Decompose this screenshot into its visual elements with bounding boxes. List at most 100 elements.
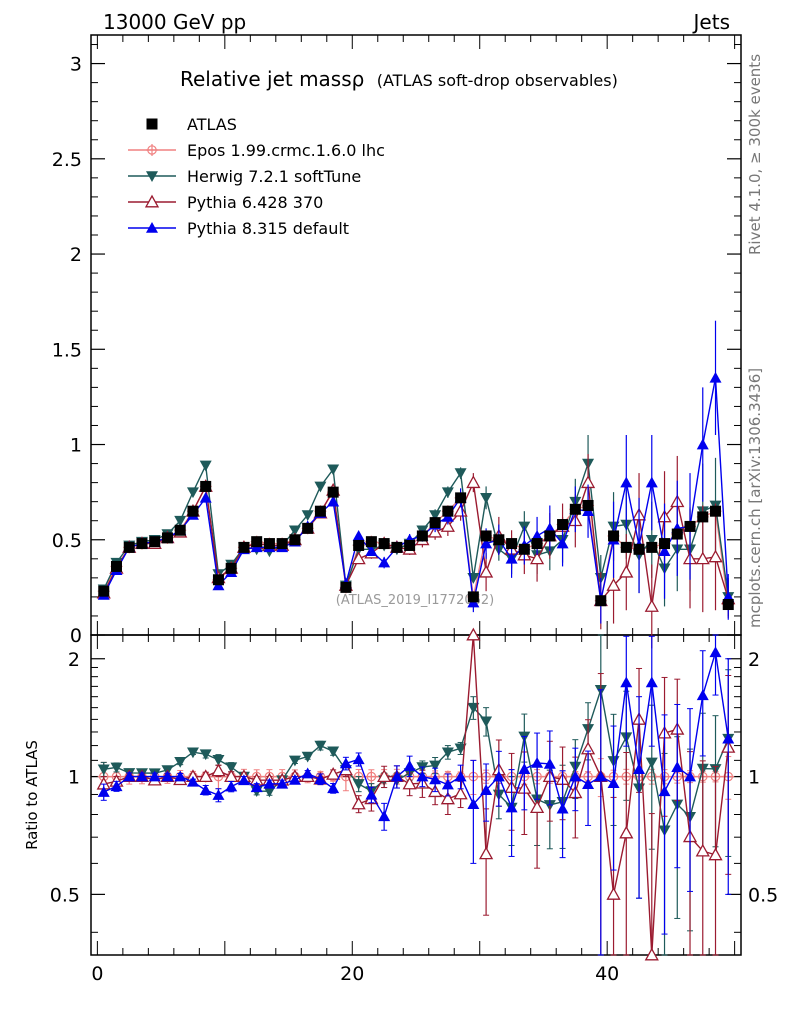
atlas-point [302, 522, 314, 534]
py8-ratio-point [339, 757, 352, 769]
py6-point [440, 519, 455, 532]
py6-ratio-point [211, 763, 226, 777]
main-ytick-label: 0 [70, 625, 82, 647]
atlas-point [633, 543, 645, 555]
py8-line [103, 377, 729, 603]
atlas-point [722, 599, 734, 611]
py8-ratio-point [110, 780, 123, 792]
herwig-ratio-point [429, 760, 442, 772]
atlas-point [531, 538, 543, 550]
py8-ratio-point [416, 770, 429, 782]
atlas-point [480, 530, 492, 542]
py6-ratio-point [695, 843, 710, 857]
atlas-point [136, 538, 148, 550]
atlas-point [429, 517, 441, 529]
atlas-point [569, 503, 581, 515]
atlas-point [493, 534, 505, 546]
herwig-ratio-point [288, 755, 301, 767]
py8-point [556, 537, 569, 549]
py8-point [352, 529, 365, 541]
legend-label-epos: Epos 1.99.crmc.1.6.0 lhc [187, 141, 385, 160]
herwig-ratio-point [441, 747, 454, 759]
py8-ratio-point [671, 761, 684, 773]
series-layer [96, 320, 736, 961]
py8-ratio-point [582, 778, 595, 790]
ratio-ytick-label: 0.5 [50, 884, 80, 906]
herwig-point [454, 468, 467, 480]
atlas-point [276, 538, 288, 550]
atlas-point [710, 505, 722, 517]
py8-point [543, 522, 556, 534]
py8-point [365, 545, 378, 556]
py8-ratio-point [480, 784, 493, 795]
py8-point [645, 476, 658, 488]
py8-ratio-point [174, 770, 187, 782]
py6-ratio-point [351, 796, 366, 810]
atlas-point [557, 519, 569, 531]
atlas-point [110, 560, 122, 572]
mcplots-reference-label: mcplots.cern.ch [arXiv:1306.3436] [746, 368, 764, 628]
herwig-point [429, 510, 442, 521]
atlas-point [365, 536, 377, 548]
py6-ratio-point [453, 786, 468, 800]
main-ytick-label: 2.5 [52, 149, 82, 171]
atlas-point [378, 538, 390, 550]
py8-ratio-point [429, 773, 442, 785]
series-atlas [98, 480, 734, 611]
py6-ratio-point [619, 825, 634, 839]
atlas-point [314, 505, 326, 517]
legend: ATLAS Epos 1.99.crmc.1.6.0 lhc Herwig 7.2.… [128, 115, 385, 238]
herwig-ratio-point [263, 786, 276, 798]
py8-ratio-point [467, 798, 480, 809]
py6-point [453, 503, 468, 517]
herwig-ratio-point [314, 740, 327, 752]
analysis-watermark: (ATLAS_2019_I1772062) [336, 593, 494, 608]
py8-point [327, 495, 340, 507]
py8-ratio-point [250, 781, 263, 793]
herwig-point [327, 464, 340, 476]
py8-ratio-point [378, 810, 391, 822]
py6-ratio-point [402, 776, 417, 790]
atlas-point [684, 520, 696, 532]
atlas-point [608, 530, 620, 542]
atlas-point [442, 505, 454, 517]
herwig-ratio-point [225, 762, 238, 774]
py8-ratio-point [225, 780, 238, 792]
atlas-point [251, 536, 263, 548]
legend-marker-py8 [146, 222, 158, 233]
atlas-point [506, 538, 518, 550]
py8-ratio-point [454, 770, 467, 782]
py6-ratio-point [478, 846, 494, 860]
ratio-y-axis: 0.5 0.5 1 1 2 2 [50, 649, 778, 933]
py6-point [695, 551, 710, 565]
py8-point [505, 552, 518, 564]
legend-item-py8: Pythia 8.315 default [128, 219, 349, 238]
herwig-point [174, 515, 187, 527]
header-right: Jets [692, 10, 730, 34]
herwig-point [314, 481, 327, 493]
py8-point [722, 590, 735, 602]
atlas-point [404, 539, 416, 551]
main-ytick-label: 1.5 [52, 339, 82, 361]
legend-label-py8: Pythia 8.315 default [187, 219, 349, 238]
legend-label-herwig: Herwig 7.2.1 softTune [187, 167, 361, 186]
py8-ratio-point [212, 789, 225, 800]
legend-marker-epos [146, 144, 158, 156]
legend-marker-atlas [146, 118, 158, 130]
plot-title-sub: (ATLAS soft-drop observables) [377, 71, 618, 90]
legend-item-herwig: Herwig 7.2.1 softTune [128, 167, 361, 186]
herwig-point [199, 460, 212, 472]
py8-ratio-point [199, 784, 212, 795]
py8-point [709, 371, 722, 383]
py6-ratio-point [466, 627, 481, 641]
atlas-point [161, 532, 173, 544]
atlas-point [225, 562, 237, 574]
atlas-point [340, 581, 352, 593]
py8-ratio-point [709, 646, 722, 658]
py8-ratio-point [620, 676, 633, 688]
atlas-point [123, 541, 135, 553]
py8-ratio-point [390, 770, 403, 782]
ratio-panel-frame [90, 634, 742, 956]
atlas-point [327, 486, 339, 498]
